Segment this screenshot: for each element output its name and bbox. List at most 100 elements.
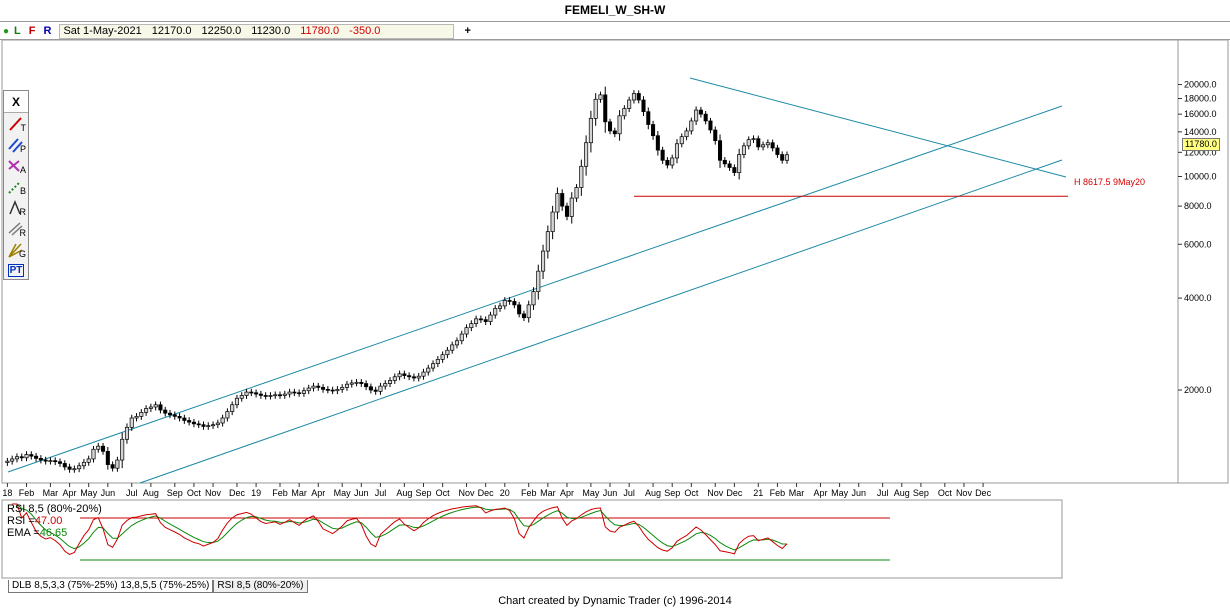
time-band-icon[interactable]: B [4, 176, 28, 197]
x-tick-label: 21 [753, 488, 763, 498]
parallel-tool-icon[interactable]: P [4, 134, 28, 155]
candle-body [364, 383, 369, 388]
candle-body [43, 459, 48, 462]
candle-body [593, 98, 598, 119]
candle-body [96, 445, 101, 450]
ema-value: 46.65 [39, 527, 68, 539]
candle-body [206, 425, 211, 427]
candle-body [631, 93, 636, 101]
candle-body [325, 389, 330, 391]
candle-body [483, 319, 488, 322]
candle-body [636, 93, 641, 101]
rsi-value: 47.00 [34, 515, 63, 527]
candle-body [220, 417, 225, 424]
candle-body [359, 381, 364, 384]
ratio-tool-icon[interactable]: R [4, 197, 28, 218]
candle-body [105, 450, 110, 465]
candle-body [306, 387, 311, 392]
candle-body [450, 344, 455, 351]
toggle-f-button[interactable]: F [28, 25, 36, 37]
candle-body [411, 376, 416, 379]
toggle-l-button[interactable]: L [14, 25, 21, 37]
ohlc-readout: Sat 1-May-2021 12170.0 12250.0 11230.0 1… [59, 23, 455, 39]
rsi-line [12, 503, 788, 556]
candle-body [392, 376, 397, 381]
candle-body [340, 387, 345, 390]
rsi-label: RSI = [7, 515, 35, 527]
candle-body [167, 412, 173, 416]
candle-body [297, 392, 302, 395]
candle-body [354, 381, 359, 384]
candle-body [765, 142, 770, 146]
candle-body [225, 411, 230, 419]
x-tick-label: Nov [956, 488, 973, 498]
x-tick-label: Jun [851, 488, 866, 498]
x-tick-label: Jul [877, 488, 889, 498]
retracement-tool-icon[interactable]: R [4, 218, 28, 239]
candle-body [268, 395, 273, 397]
candle-body [72, 468, 77, 471]
ema-label: EMA = [7, 527, 40, 539]
candle-body [239, 395, 244, 399]
candle-body [545, 231, 550, 252]
x-tick-label: Sep [664, 488, 680, 498]
candle-body [292, 391, 297, 394]
x-tick-label: Dec [478, 488, 495, 498]
candle-body [713, 129, 718, 142]
bar-low: 11230.0 [251, 24, 291, 37]
gann-fan-icon[interactable]: G [4, 239, 28, 260]
candle-body [258, 393, 263, 396]
toggle-r-button[interactable]: R [43, 25, 52, 37]
candle-body [14, 456, 19, 460]
x-tick-label: Sep [167, 488, 183, 498]
y-tick-label: 14000.0 [1184, 127, 1217, 137]
candle-body [321, 387, 326, 390]
candle-body [770, 142, 775, 149]
x-tick-label: Mar [291, 488, 307, 498]
crosshair-icon[interactable]: + [464, 25, 471, 37]
candle-body [38, 458, 43, 461]
alternate-price-icon[interactable]: A [4, 155, 28, 176]
candle-body [459, 333, 464, 342]
upper-channel-line [7, 105, 1063, 473]
candle-body [655, 135, 660, 151]
candle-body [153, 404, 158, 408]
candle-body [77, 465, 82, 470]
lower-channel-line [139, 159, 1063, 484]
x-tick-label: Jul [126, 488, 138, 498]
candle-body [182, 417, 187, 421]
candle-body [129, 417, 134, 428]
trendline-tool-icon[interactable]: T [4, 113, 28, 134]
bar-close: 11780.0 [300, 24, 340, 37]
candle-body [91, 448, 96, 460]
candle-body [722, 159, 727, 165]
tab-rsi[interactable]: RSI 8,5 (80%-20%) [213, 580, 308, 593]
x-tick-label: Sep [913, 488, 929, 498]
candle-body [660, 149, 665, 161]
candle-body [397, 373, 402, 378]
x-tick-label: Aug [645, 488, 661, 498]
candle-body [502, 300, 507, 307]
candle-body [440, 354, 445, 360]
rsi-pane-frame [1, 499, 1063, 579]
candle-body [512, 301, 517, 306]
x-tick-label: Apr [311, 488, 325, 498]
x-tick-label: May [582, 488, 600, 498]
candle-body [555, 193, 560, 213]
candle-body [273, 394, 278, 397]
price-time-icon[interactable]: PT [7, 264, 25, 277]
bar-date: Sat 1-May-2021 [63, 24, 142, 37]
tab-dlb[interactable]: DLB 8,5,3,3 (75%-25%) 13,8,5,5 (75%-25%) [8, 580, 214, 593]
candle-body [454, 340, 459, 346]
descending-trendline [689, 77, 1067, 178]
candle-body [62, 463, 67, 468]
candle-body [617, 115, 622, 135]
candle-body [234, 397, 239, 406]
toolbox-close-button[interactable]: X [4, 91, 28, 113]
candle-body [698, 109, 703, 115]
candle-body [689, 120, 694, 132]
candle-body [277, 394, 283, 397]
candle-body [158, 404, 163, 411]
y-tick-label: 18000.0 [1184, 94, 1217, 104]
